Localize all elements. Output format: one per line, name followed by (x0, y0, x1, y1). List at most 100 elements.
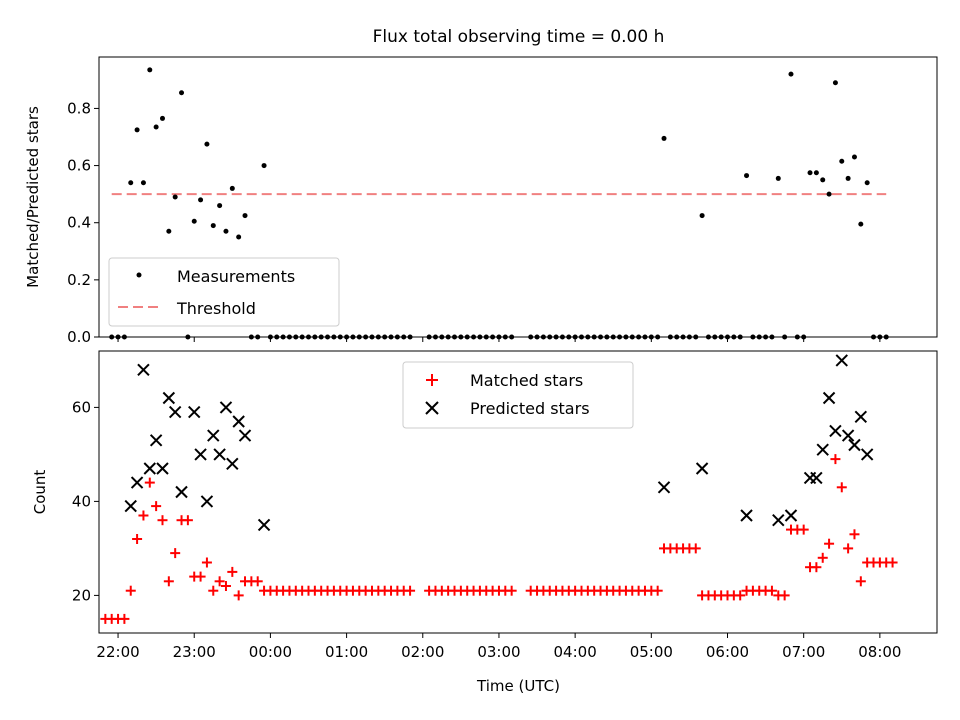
predicted-star-stroke (137, 363, 150, 377)
measurement-point (204, 141, 210, 147)
predicted-star-stroke (162, 391, 176, 405)
matched-star-point (132, 534, 143, 544)
predicted-star-stroke (168, 405, 182, 419)
predicted-star-point (124, 499, 137, 513)
predicted-star-point (149, 434, 163, 447)
matched-star-point (405, 585, 416, 596)
legend-predicted-marker (425, 401, 439, 415)
measurement-point (471, 334, 477, 340)
y-tick-label: 0.6 (67, 157, 91, 175)
measurement-point (350, 334, 356, 340)
measurement-point (274, 334, 280, 340)
measurement-point (363, 334, 369, 340)
predicted-star-point (816, 443, 829, 456)
measurement-point (775, 175, 781, 181)
measurement-point (794, 334, 800, 340)
measurement-point (534, 334, 540, 340)
measurement-point (185, 334, 191, 340)
measurement-point (648, 334, 654, 340)
measurement-point (217, 203, 223, 209)
matched-star-point (252, 576, 263, 587)
matched-star-point (779, 590, 790, 601)
predicted-star-stroke (200, 495, 214, 508)
measurement-point (432, 334, 438, 340)
measurement-point (299, 334, 305, 340)
measurement-point (172, 194, 178, 200)
matched-star-point (836, 482, 847, 493)
measurement-point (458, 334, 464, 340)
predicted-star-stroke (188, 405, 201, 419)
measurement-point (229, 185, 235, 191)
measurement-point (223, 228, 229, 234)
predicted-star-stroke (124, 499, 137, 513)
measurement-point (617, 334, 623, 340)
matched-star-point (201, 557, 212, 568)
matched-star-point (830, 454, 841, 465)
measurement-point (820, 177, 826, 183)
matched-star-point (163, 576, 174, 587)
measurement-point (737, 334, 743, 340)
top-chart-title: Flux total observing time = 0.00 h (373, 27, 665, 47)
predicted-star-stroke (226, 457, 239, 471)
predicted-star-point (848, 438, 861, 452)
measurement-point (128, 180, 134, 186)
predicted-star-point (162, 391, 176, 405)
bottom-legend: Matched stars Predicted stars (402, 361, 634, 429)
measurement-point (210, 223, 216, 229)
matched-star-point (208, 585, 219, 596)
measurement-point (439, 334, 445, 340)
measurement-point (445, 334, 451, 340)
measurement-point (382, 334, 388, 340)
measurement-point (769, 334, 775, 340)
predicted-star-point (810, 471, 823, 485)
measurement-point (426, 334, 432, 340)
measurement-point (680, 334, 686, 340)
matched-star-point (151, 501, 162, 512)
predicted-star-stroke (207, 429, 220, 442)
predicted-star-stroke (149, 434, 163, 447)
predicted-star-stroke (772, 513, 785, 527)
measurement-point (547, 334, 553, 340)
predicted-star-point (226, 457, 239, 471)
x-tick-label: 22:00 (96, 643, 139, 661)
measurement-point (851, 154, 857, 160)
predicted-star-point (143, 462, 156, 475)
predicted-star-stroke (156, 462, 169, 475)
bottom-x-ticks: 22:00 23:00 00:00 01:00 02:00 03:00 04:00 05:00… (96, 633, 901, 661)
matched-star-point (195, 571, 206, 582)
legend-matched-label: Matched stars (470, 371, 583, 390)
measurement-point (610, 334, 616, 340)
y-tick-label: 40 (72, 492, 91, 510)
measurement-point (318, 334, 324, 340)
x-tick-label: 00:00 (249, 643, 292, 661)
predicted-star-point (213, 448, 226, 461)
measurement-point (140, 180, 146, 186)
measurement-point (540, 334, 546, 340)
measurement-point (166, 228, 172, 234)
predicted-star-point (835, 354, 848, 367)
matched-star-point (233, 590, 244, 601)
measurement-point (325, 334, 331, 340)
measurement-point (267, 334, 273, 340)
measurement-point (858, 221, 864, 227)
measurement-point (883, 334, 889, 340)
bottom-y-ticks: 20 40 60 (72, 398, 99, 604)
predicted-star-point (822, 391, 836, 405)
measurement-point (686, 334, 692, 340)
predicted-star-point (772, 513, 785, 527)
legend-predicted-label: Predicted stars (470, 399, 590, 418)
predicted-star-point (860, 448, 874, 461)
measurement-point (407, 334, 413, 340)
predicted-star-point (137, 363, 150, 377)
measurement-point (286, 334, 292, 340)
predicted-star-stroke (143, 462, 156, 475)
measurement-point (623, 334, 629, 340)
measurement-point (591, 334, 597, 340)
predicted-star-stroke (822, 391, 836, 405)
x-tick-label: 07:00 (782, 643, 825, 661)
measurement-point (261, 163, 267, 169)
x-tick-label: 03:00 (477, 643, 520, 661)
measurement-point (813, 170, 819, 176)
predicted-star-stroke (257, 518, 271, 532)
